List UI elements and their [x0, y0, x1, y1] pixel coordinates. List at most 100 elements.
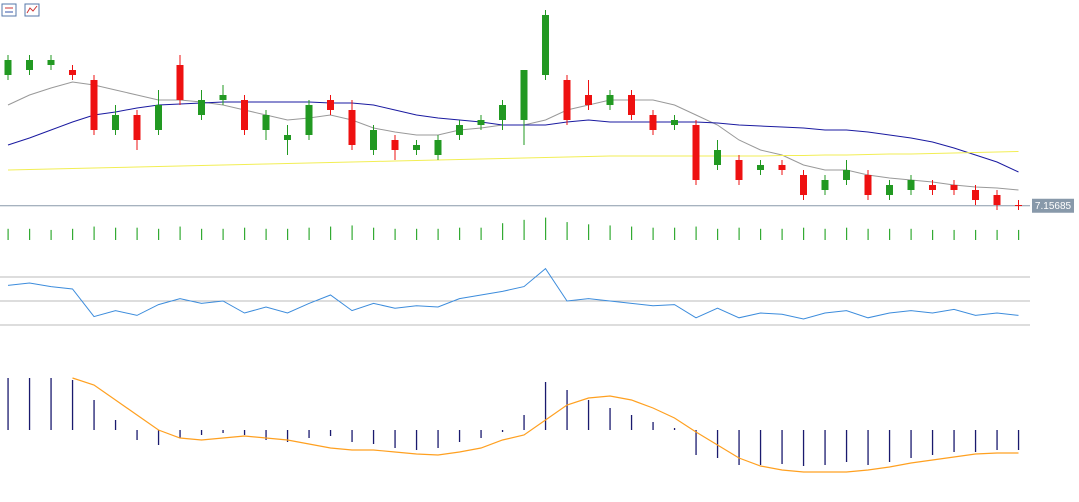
volume-bar	[910, 228, 912, 240]
candle-body	[434, 140, 442, 155]
macd-bar	[222, 430, 224, 433]
volume-bar	[308, 227, 310, 240]
volume-bar	[609, 225, 611, 240]
macd-bar	[566, 390, 568, 430]
volume-bar	[50, 229, 52, 240]
candle-body	[950, 185, 958, 190]
macd-bar	[71, 380, 74, 430]
candle-body	[757, 165, 764, 170]
icon-list[interactable]	[1, 3, 17, 17]
candle-body	[520, 70, 528, 120]
macd-bar	[458, 430, 461, 442]
macd-bar	[394, 430, 396, 448]
macd-bar	[179, 430, 181, 438]
volume-bar	[72, 228, 74, 240]
macd-bar	[523, 415, 525, 430]
macd-bar	[351, 430, 353, 442]
volume-bar	[695, 226, 697, 240]
candle-body	[26, 60, 33, 70]
volume-bar	[179, 226, 181, 240]
candle-body	[843, 170, 850, 180]
macd-bar	[716, 430, 719, 458]
macd-bar	[953, 430, 955, 452]
volume-bar	[953, 229, 955, 240]
candle-body	[692, 125, 700, 180]
volume-bar	[652, 227, 654, 240]
volume-bar	[222, 228, 224, 240]
macd-bar	[781, 430, 783, 464]
macd-bar	[437, 430, 439, 448]
macd-bar	[974, 430, 977, 452]
volume-bar	[459, 227, 461, 240]
volume-bar	[158, 228, 160, 240]
candle-body	[714, 150, 721, 165]
macd-bar	[587, 400, 590, 430]
candle-body	[929, 185, 936, 190]
macd-bar	[7, 378, 9, 430]
candle-body	[4, 60, 12, 75]
macd-bar	[136, 430, 138, 440]
last-price-box	[1032, 198, 1074, 213]
volume-bar	[416, 228, 418, 240]
candle-body	[262, 115, 270, 130]
macd-bar	[1017, 430, 1020, 450]
candle-body	[176, 65, 184, 100]
volume-bar	[781, 228, 783, 240]
macd-bar	[114, 420, 117, 430]
volume-bar	[7, 228, 9, 240]
macd-bar	[759, 430, 762, 465]
macd-bar	[609, 408, 611, 430]
candle-body	[456, 125, 463, 135]
moving-average	[7, 151, 1019, 171]
macd-bar	[652, 422, 654, 430]
candle-body	[69, 70, 76, 75]
candle-body	[499, 105, 506, 120]
macd-bar	[157, 430, 160, 445]
candle-body	[671, 120, 678, 125]
candle-body	[606, 95, 614, 105]
macd-bar	[867, 430, 869, 465]
macd-bar	[695, 430, 697, 455]
macd-bar	[824, 430, 826, 465]
candle-body	[241, 100, 248, 130]
volume-bar	[588, 224, 590, 240]
volume-bar	[975, 229, 977, 240]
icon-line	[26, 5, 38, 14]
candle-body	[284, 135, 291, 140]
candle-body	[907, 180, 915, 190]
candle-body	[155, 105, 162, 130]
candle-body	[370, 130, 377, 150]
macd-bar	[845, 430, 848, 462]
macd-bar	[265, 430, 267, 440]
macd-bar	[910, 430, 912, 458]
macd-bar	[243, 430, 246, 435]
candle-body	[821, 180, 829, 190]
volume-bar	[93, 226, 95, 240]
candle-body	[477, 120, 485, 125]
macd-bar	[200, 430, 203, 435]
candle-body	[585, 95, 592, 105]
toolbar-icons	[1, 3, 40, 17]
volume-bar	[373, 227, 375, 240]
volume-bar	[1018, 229, 1020, 240]
volume-bar	[760, 228, 762, 240]
macd-bar	[501, 430, 504, 432]
macd-bar	[931, 430, 934, 455]
volume-bar	[867, 228, 869, 240]
volume-bar	[115, 227, 117, 240]
volume-bar	[351, 225, 353, 240]
volume-bar	[201, 228, 203, 240]
candle-body	[327, 100, 334, 110]
volume-bar	[244, 227, 246, 240]
volume-bar	[824, 228, 826, 240]
macd-bar	[480, 430, 482, 438]
candle-body	[391, 140, 399, 150]
rsi-line	[7, 267, 1019, 320]
volume-bar	[889, 228, 891, 240]
candle-body	[112, 115, 119, 130]
macd-bar	[673, 428, 676, 430]
candle-body	[993, 195, 1001, 205]
volume-bar	[631, 226, 633, 240]
volume-bar	[29, 228, 31, 240]
